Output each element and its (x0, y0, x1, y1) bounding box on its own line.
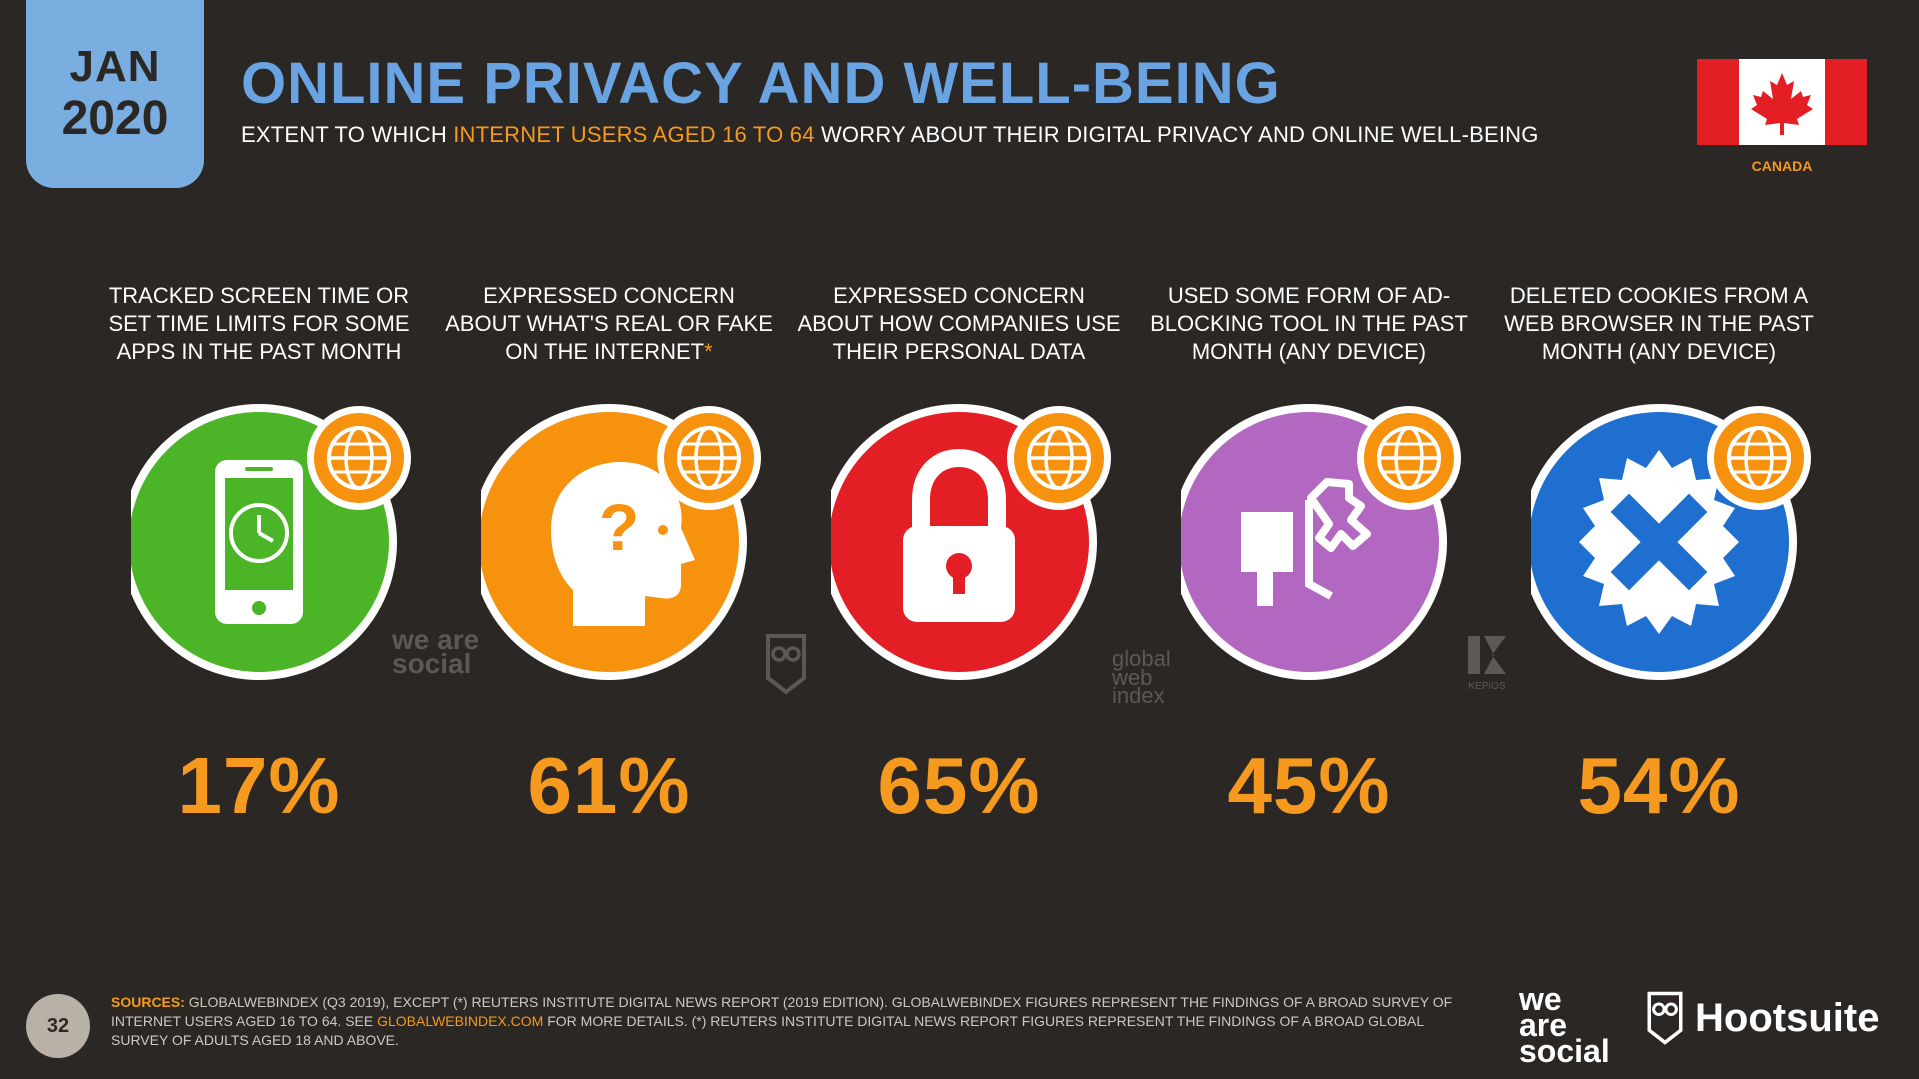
stat-label-text: TRACKED SCREEN TIME OR SET TIME LIMITS F… (108, 283, 410, 364)
stat-value: 65% (877, 741, 1041, 830)
watermark-we-are-social: we are social (392, 624, 480, 679)
head-question-icon: ? (551, 462, 695, 626)
stat-value: 45% (1227, 741, 1391, 830)
page-subtitle: EXTENT TO WHICH INTERNET USERS AGED 16 T… (241, 122, 1539, 148)
date-badge: JAN 2020 (26, 0, 204, 188)
date-month: JAN (69, 42, 161, 91)
country-label: CANADA (1751, 158, 1813, 174)
hootsuite-owl-watermark-icon (766, 634, 806, 695)
watermark-kepios: KEPIOS (1462, 632, 1512, 691)
globe-icon (307, 406, 411, 510)
stat-label: DELETED COOKIES FROM A WEB BROWSER IN TH… (1494, 282, 1824, 366)
stat-label-text: USED SOME FORM OF AD-BLOCKING TOOL IN TH… (1150, 283, 1468, 364)
logo-are: are (1519, 1007, 1568, 1044)
hootsuite-wordmark: Hootsuite (1695, 995, 1880, 1040)
stat-label-star: * (704, 339, 713, 364)
stat-value: 61% (527, 741, 691, 830)
stat-label-text: EXPRESSED CONCERN ABOUT HOW COMPANIES US… (797, 283, 1121, 364)
stat-value: 54% (1577, 741, 1741, 830)
canada-flag-icon (1697, 59, 1867, 145)
hootsuite-owl-icon (1647, 991, 1683, 1045)
globe-icon (657, 406, 761, 510)
stat-icon-circle (1531, 404, 1811, 680)
cookie-delete-icon (1579, 450, 1739, 634)
we-are-social-logo: we are social (1519, 981, 1610, 1070)
sources-label: SOURCES: (111, 994, 185, 1010)
stat-value: 17% (177, 741, 341, 830)
watermark-global-web-index: global web index (1112, 646, 1171, 709)
phone-clock-icon (215, 460, 303, 624)
stat-label: USED SOME FORM OF AD-BLOCKING TOOL IN TH… (1144, 282, 1474, 366)
page-number-badge: 32 (26, 994, 90, 1058)
sources-text-1: GLOBALWEBINDEX (Q3 2019), EXCEPT (*) REU… (111, 994, 1453, 1029)
page-title: ONLINE PRIVACY AND WELL-BEING (241, 51, 1281, 116)
globe-icon (1707, 406, 1811, 510)
stat-label: EXPRESSED CONCERN ABOUT HOW COMPANIES US… (794, 282, 1124, 366)
kepios-logo-icon (1468, 636, 1506, 674)
stat-icon-circle (1181, 404, 1461, 680)
logo-social: social (1519, 1033, 1610, 1070)
padlock-icon (903, 448, 1015, 622)
svg-text:?: ? (599, 490, 639, 564)
date-year: 2020 (61, 92, 169, 145)
stat-label: EXPRESSED CONCERN ABOUT WHAT'S REAL OR F… (444, 282, 774, 366)
logo-we: we (1519, 981, 1562, 1017)
hootsuite-logo: Hootsuite (1645, 990, 1879, 1046)
subtitle-pre: EXTENT TO WHICH (241, 122, 454, 147)
stat-label: TRACKED SCREEN TIME OR SET TIME LIMITS F… (94, 282, 424, 366)
megaphone-blocked-icon (1241, 478, 1371, 606)
kepios-label: KEPIOS (1468, 680, 1506, 692)
subtitle-highlight: INTERNET USERS AGED 16 TO 64 (453, 122, 815, 147)
globe-icon (1357, 406, 1461, 510)
sources-text-2: FOR MORE DETAILS. (*) REUTERS INSTITUTE … (111, 1013, 1424, 1048)
globe-icon (1007, 406, 1111, 510)
sources-note: SOURCES: GLOBALWEBINDEX (Q3 2019), EXCEP… (111, 993, 1476, 1050)
subtitle-post: WORRY ABOUT THEIR DIGITAL PRIVACY AND ON… (814, 122, 1539, 147)
stat-label-text: DELETED COOKIES FROM A WEB BROWSER IN TH… (1504, 283, 1814, 364)
stat-icon-circle (131, 404, 411, 680)
stat-label-text: EXPRESSED CONCERN ABOUT WHAT'S REAL OR F… (445, 283, 773, 364)
stat-icon-circle: ? (481, 404, 761, 680)
stat-icon-circle (831, 404, 1111, 680)
sources-link[interactable]: GLOBALWEBINDEX.COM (377, 1013, 544, 1029)
